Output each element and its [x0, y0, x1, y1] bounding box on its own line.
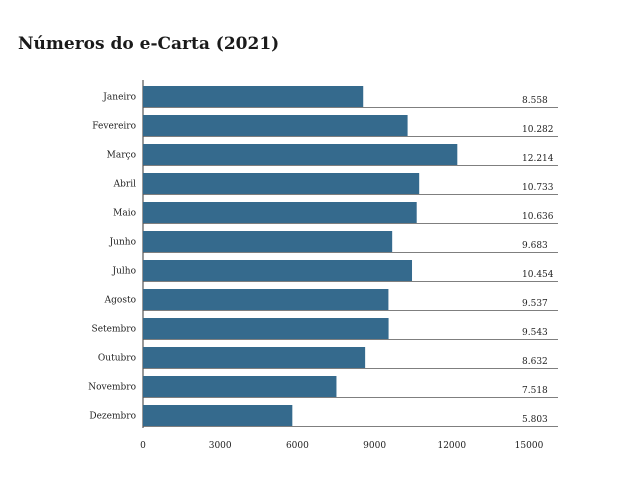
bar-maio: [143, 202, 417, 223]
category-label: Janeiro: [102, 93, 136, 103]
bar-julho: [143, 260, 413, 281]
value-label: 8.558: [522, 96, 548, 106]
category-label: Agosto: [104, 296, 136, 306]
x-tick-label: 12000: [437, 441, 466, 451]
category-label: Dezembro: [89, 412, 136, 422]
bar-fevereiro: [143, 115, 408, 136]
category-label: Março: [107, 151, 136, 161]
value-label: 10.636: [522, 212, 554, 222]
value-label: 10.454: [522, 270, 554, 280]
value-label: 8.632: [522, 357, 548, 367]
bar-março: [143, 144, 458, 165]
category-label: Maio: [113, 209, 136, 219]
value-label: 9.683: [522, 241, 548, 251]
bar-abril: [143, 173, 420, 194]
bar-junho: [143, 231, 393, 252]
bar-agosto: [143, 289, 389, 310]
value-label: 9.537: [522, 299, 548, 309]
category-label: Abril: [113, 180, 136, 190]
x-tick-label: 9000: [363, 441, 386, 451]
bar-novembro: [143, 376, 337, 397]
bar-setembro: [143, 318, 389, 339]
bar-dezembro: [143, 405, 293, 426]
value-label: 10.733: [522, 183, 554, 193]
bar-outubro: [143, 347, 366, 368]
value-label: 10.282: [522, 125, 554, 135]
category-label: Junho: [109, 238, 136, 248]
category-label: Julho: [112, 267, 137, 277]
x-tick-label: 15000: [515, 441, 544, 451]
bar-janeiro: [143, 86, 364, 107]
value-label: 9.543: [522, 328, 548, 338]
chart-title: Números do e-Carta (2021): [18, 34, 280, 54]
x-tick-label: 3000: [209, 441, 232, 451]
category-label: Novembro: [88, 383, 136, 393]
value-label: 7.518: [522, 386, 548, 396]
category-label: Outubro: [98, 354, 136, 364]
x-tick-label: 0: [140, 441, 146, 451]
category-label: Setembro: [92, 325, 136, 335]
value-label: 5.803: [522, 415, 548, 425]
category-label: Fevereiro: [92, 122, 136, 132]
x-tick-label: 6000: [286, 441, 309, 451]
value-label: 12.214: [522, 154, 554, 164]
